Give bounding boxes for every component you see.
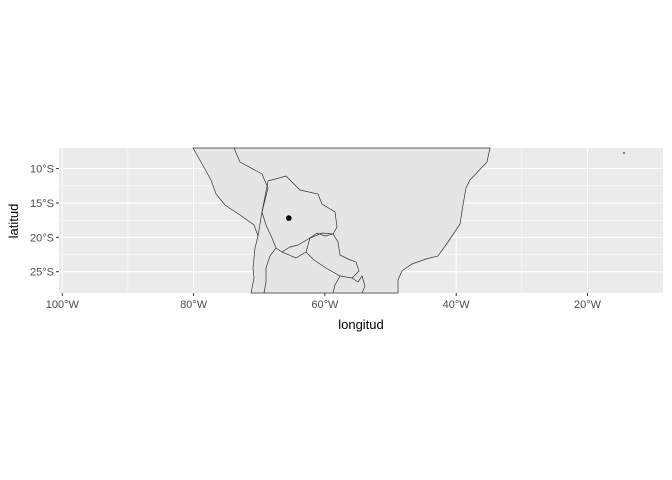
x-tick-label: 20°W <box>574 299 602 311</box>
y-tick-label: 25°S <box>30 267 54 279</box>
border-brazil-south <box>351 275 366 294</box>
x-axis-ticks: 100°W 80°W 60°W 40°W 20°W <box>46 293 602 311</box>
border-bolivia <box>261 175 338 253</box>
y-tick-label: 20°S <box>30 232 54 244</box>
land-layer <box>192 147 491 294</box>
border-argentina-north <box>281 251 307 259</box>
border-peru-brazil <box>233 147 269 237</box>
border-paraguay <box>305 232 360 279</box>
x-tick-label: 80°W <box>180 299 208 311</box>
island-dot <box>623 152 625 154</box>
x-tick-label: 60°W <box>311 299 339 311</box>
border-brazil-argentina <box>332 275 341 294</box>
y-tick-label: 15°S <box>30 198 54 210</box>
border-argentina-chile <box>263 247 277 294</box>
y-tick-label: 10°S <box>30 164 54 176</box>
points-layer <box>285 215 292 221</box>
x-axis-title: longitud <box>338 317 384 332</box>
x-tick-label: 40°W <box>443 299 471 311</box>
y-axis-ticks: 10°S 15°S 20°S 25°S <box>30 164 59 279</box>
y-axis-title: latitud <box>6 204 21 239</box>
x-tick-label: 100°W <box>46 299 80 311</box>
location-point <box>285 215 292 221</box>
